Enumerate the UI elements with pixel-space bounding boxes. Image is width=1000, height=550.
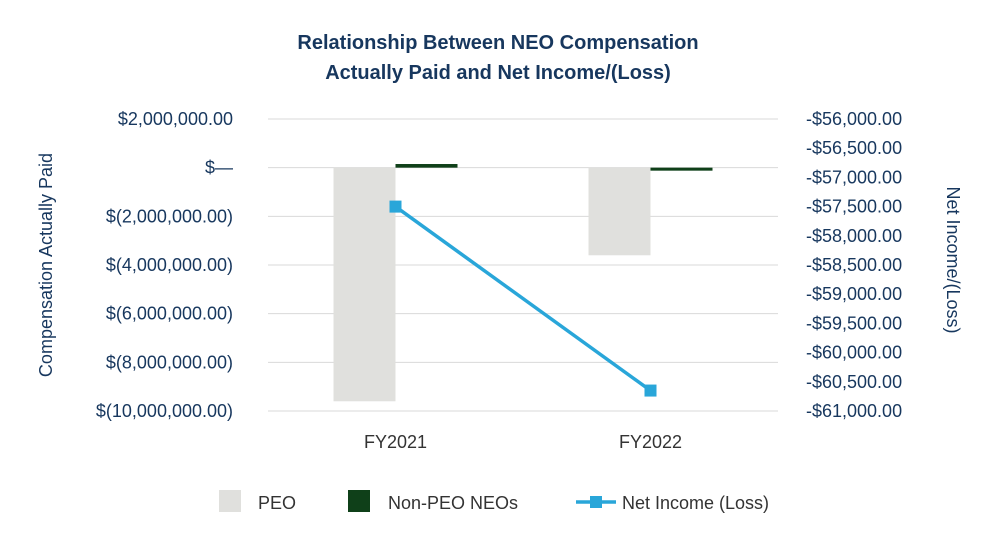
y-tick-label: $(6,000,000.00) [106,304,233,324]
chart-title-line-1: Relationship Between NEO Compensation [297,32,698,54]
y-tick-label: $(8,000,000.00) [106,352,233,372]
y2-tick-label: -$60,500.00 [806,372,902,392]
y-tick-label: $(4,000,000.00) [106,255,233,275]
legend-label: Non-PEO NEOs [388,493,518,513]
y-tick-label: $(10,000,000.00) [96,401,233,421]
net-income-marker-fy2022 [644,384,657,397]
legend-label: Net Income (Loss) [622,493,769,513]
y-tick-label: $2,000,000.00 [118,109,233,129]
bar-non-peo-neos-fy2021 [395,164,458,168]
x-tick-label: FY2022 [619,432,682,452]
y2-tick-label: -$56,500.00 [806,138,902,158]
bar-peo-fy2021 [333,167,396,402]
y2-tick-label: -$56,000.00 [806,109,902,129]
y-tick-label: $— [205,158,233,178]
bar-peo-fy2022 [588,167,651,256]
y2-tick-label: -$59,500.00 [806,313,902,333]
legend-swatch-peo [219,490,241,512]
legend-marker-net-income [590,496,602,508]
y2-tick-label: -$57,500.00 [806,197,902,217]
y2-tick-label: -$61,000.00 [806,401,902,421]
y-axis-title: Compensation Actually Paid [36,153,56,377]
y2-tick-label: -$60,000.00 [806,343,902,363]
legend-swatch-non-peo-neos [348,490,370,512]
net-income-marker-fy2021 [389,200,402,213]
y2-axis-title: Net Income/(Loss) [943,186,963,333]
y2-tick-label: -$59,000.00 [806,284,902,304]
line-net-income [394,205,652,392]
x-tick-label: FY2021 [364,432,427,452]
chart-title-line-2: Actually Paid and Net Income/(Loss) [325,62,671,84]
y2-tick-label: -$57,000.00 [806,167,902,187]
y2-tick-label: -$58,000.00 [806,226,902,246]
legend-label: PEO [258,493,296,513]
bar-non-peo-neos-fy2022 [650,167,713,171]
y2-tick-label: -$58,500.00 [806,255,902,275]
y-tick-label: $(2,000,000.00) [106,206,233,226]
